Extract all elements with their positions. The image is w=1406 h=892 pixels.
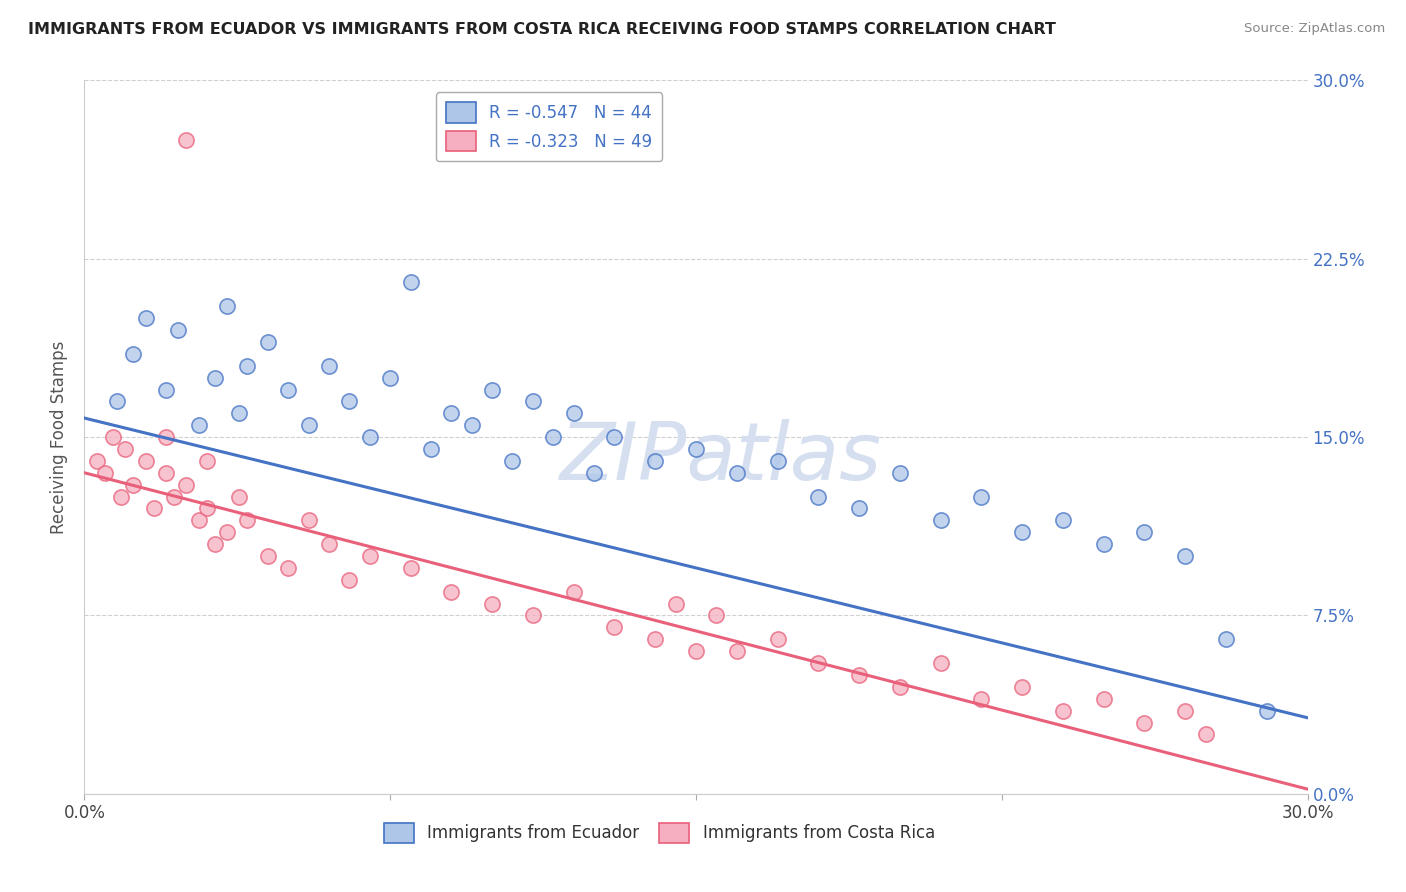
Point: [848, 501, 870, 516]
Text: IMMIGRANTS FROM ECUADOR VS IMMIGRANTS FROM COSTA RICA RECEIVING FOOD STAMPS CORR: IMMIGRANTS FROM ECUADOR VS IMMIGRANTS FR…: [28, 22, 1056, 37]
Text: Source: ZipAtlas.com: Source: ZipAtlas.com: [1244, 22, 1385, 36]
Point: [359, 430, 381, 444]
Point: [562, 584, 585, 599]
Point: [543, 430, 565, 444]
Point: [135, 454, 157, 468]
Point: [665, 597, 688, 611]
Point: [122, 347, 145, 361]
Point: [644, 632, 666, 647]
Point: [114, 442, 136, 456]
Point: [298, 418, 321, 433]
Point: [522, 394, 544, 409]
Point: [167, 323, 190, 337]
Point: [644, 454, 666, 468]
Point: [86, 454, 108, 468]
Point: [359, 549, 381, 563]
Point: [848, 668, 870, 682]
Point: [970, 691, 993, 706]
Point: [1256, 704, 1278, 718]
Point: [685, 644, 707, 658]
Point: [195, 454, 218, 468]
Point: [970, 490, 993, 504]
Point: [481, 597, 503, 611]
Point: [339, 394, 361, 409]
Point: [277, 561, 299, 575]
Legend: Immigrants from Ecuador, Immigrants from Costa Rica: Immigrants from Ecuador, Immigrants from…: [377, 816, 942, 850]
Y-axis label: Receiving Food Stamps: Receiving Food Stamps: [51, 341, 69, 533]
Point: [1092, 691, 1115, 706]
Point: [583, 466, 606, 480]
Point: [257, 334, 280, 349]
Point: [1092, 537, 1115, 551]
Point: [1011, 680, 1033, 694]
Point: [187, 513, 209, 527]
Point: [318, 537, 340, 551]
Point: [685, 442, 707, 456]
Point: [807, 656, 830, 670]
Point: [195, 501, 218, 516]
Point: [725, 466, 748, 480]
Point: [135, 311, 157, 326]
Point: [339, 573, 361, 587]
Point: [93, 466, 115, 480]
Point: [929, 513, 952, 527]
Point: [1174, 704, 1197, 718]
Point: [277, 383, 299, 397]
Point: [420, 442, 443, 456]
Point: [807, 490, 830, 504]
Point: [766, 454, 789, 468]
Point: [101, 430, 124, 444]
Point: [1174, 549, 1197, 563]
Point: [236, 513, 259, 527]
Point: [174, 477, 197, 491]
Point: [1215, 632, 1237, 647]
Point: [187, 418, 209, 433]
Point: [1133, 715, 1156, 730]
Point: [257, 549, 280, 563]
Point: [204, 370, 226, 384]
Point: [766, 632, 789, 647]
Point: [522, 608, 544, 623]
Point: [461, 418, 484, 433]
Point: [1195, 727, 1218, 741]
Point: [142, 501, 165, 516]
Point: [155, 383, 177, 397]
Point: [502, 454, 524, 468]
Point: [562, 406, 585, 420]
Point: [217, 525, 239, 540]
Point: [481, 383, 503, 397]
Point: [236, 359, 259, 373]
Point: [228, 490, 250, 504]
Point: [110, 490, 132, 504]
Point: [1133, 525, 1156, 540]
Point: [298, 513, 321, 527]
Point: [399, 276, 422, 290]
Point: [889, 680, 911, 694]
Point: [1052, 513, 1074, 527]
Point: [399, 561, 422, 575]
Point: [929, 656, 952, 670]
Text: ZIPatlas: ZIPatlas: [560, 419, 882, 498]
Point: [204, 537, 226, 551]
Point: [603, 620, 626, 634]
Point: [725, 644, 748, 658]
Point: [228, 406, 250, 420]
Point: [440, 584, 463, 599]
Point: [603, 430, 626, 444]
Point: [440, 406, 463, 420]
Point: [1011, 525, 1033, 540]
Point: [318, 359, 340, 373]
Point: [706, 608, 728, 623]
Point: [380, 370, 402, 384]
Point: [889, 466, 911, 480]
Point: [105, 394, 128, 409]
Point: [155, 430, 177, 444]
Point: [174, 133, 197, 147]
Point: [163, 490, 186, 504]
Point: [217, 299, 239, 313]
Point: [1052, 704, 1074, 718]
Point: [122, 477, 145, 491]
Point: [155, 466, 177, 480]
